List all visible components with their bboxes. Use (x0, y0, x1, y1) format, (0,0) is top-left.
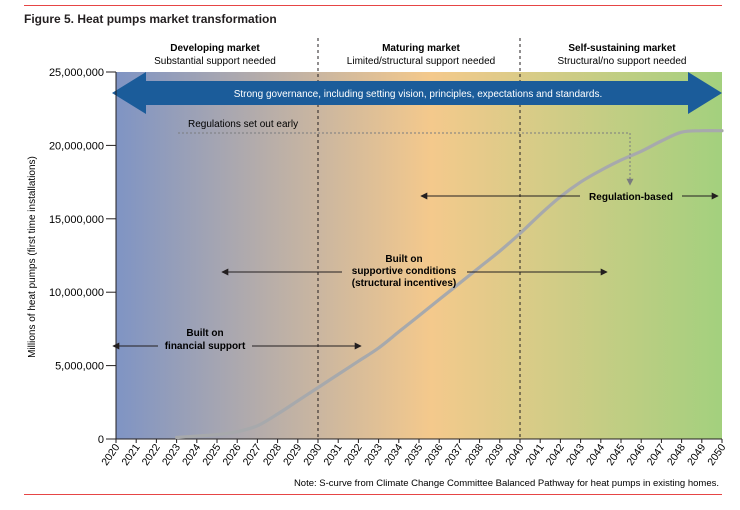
annotation-regulations-early: Regulations set out early (188, 119, 298, 130)
x-tick-label: 2030 (301, 442, 324, 468)
x-tick-label: 2033 (362, 442, 385, 468)
y-axis-label: Millions of heat pumps (first time insta… (27, 156, 38, 358)
y-axis: 0 5,000,000 10,000,000 15,000,000 20,000,000… (49, 67, 117, 446)
phase-subtitle-developing: Substantial support needed (154, 56, 276, 67)
annotation-financial-line2: financial support (165, 341, 246, 352)
x-tick-label: 2029 (281, 442, 304, 468)
x-tick-label: 2039 (483, 442, 506, 468)
y-tick-label: 15,000,000 (49, 214, 104, 226)
x-tick-label: 2048 (665, 442, 688, 468)
x-tick-label: 2035 (402, 442, 425, 468)
x-tick-label: 2036 (422, 442, 445, 468)
phase-subtitle-self-sustaining: Structural/no support needed (558, 56, 687, 67)
y-tick-label: 20,000,000 (49, 140, 104, 152)
x-tick-label: 2034 (382, 442, 405, 468)
x-tick-label: 2025 (200, 442, 223, 468)
annotation-supportive-line1: Built on (385, 254, 422, 265)
x-tick-label: 2026 (220, 442, 243, 468)
phase-title-maturing: Maturing market (382, 43, 460, 54)
x-tick-label: 2024 (180, 442, 203, 468)
figure-note: Note: S-curve from Climate Change Commit… (294, 478, 719, 489)
bottom-rule (24, 494, 722, 495)
regulations-early-dotted-line (178, 132, 634, 186)
x-tick-label: 2021 (119, 442, 142, 468)
x-tick-label: 2045 (604, 442, 627, 468)
x-tick-label: 2022 (140, 442, 163, 468)
x-tick-label: 2027 (241, 442, 264, 468)
x-tick-label: 2049 (685, 442, 708, 468)
phase-title-self-sustaining: Self-sustaining market (568, 43, 676, 54)
x-tick-label: 2032 (342, 442, 365, 468)
x-tick-label: 2040 (503, 442, 526, 468)
x-axis: 2020202120222023202420252026202720282029… (99, 438, 729, 468)
x-tick-label: 2044 (584, 442, 607, 468)
annotation-supportive-line3: (structural incentives) (352, 278, 456, 289)
phase-title-developing: Developing market (170, 43, 260, 54)
x-tick-label: 2028 (261, 442, 284, 468)
phase-subtitle-maturing: Limited/structural support needed (347, 56, 495, 67)
x-tick-label: 2050 (705, 442, 728, 468)
y-tick-label: 25,000,000 (49, 67, 104, 79)
x-tick-label: 2042 (544, 442, 567, 468)
s-curve-line (175, 129, 724, 440)
x-tick-label: 2047 (645, 442, 668, 468)
x-tick-label: 2023 (160, 442, 183, 468)
x-tick-label: 2041 (523, 442, 546, 468)
annotation-regulation-based: Regulation-based (589, 192, 673, 203)
x-tick-label: 2037 (443, 442, 466, 468)
y-tick-label: 5,000,000 (55, 361, 104, 373)
annotation-financial-line1: Built on (186, 328, 223, 339)
x-tick-label: 2046 (624, 442, 647, 468)
x-tick-label: 2031 (321, 442, 344, 468)
x-tick-label: 2043 (564, 442, 587, 468)
y-tick-label: 0 (98, 434, 104, 446)
x-tick-label: 2038 (463, 442, 486, 468)
annotation-supportive-line2: supportive conditions (352, 266, 457, 277)
y-tick-label: 10,000,000 (49, 287, 104, 299)
top-rule (24, 5, 722, 6)
governance-banner-text: Strong governance, including setting vis… (234, 89, 603, 100)
governance-banner-arrow (112, 72, 722, 114)
figure-title: Figure 5. Heat pumps market transformati… (24, 12, 277, 26)
